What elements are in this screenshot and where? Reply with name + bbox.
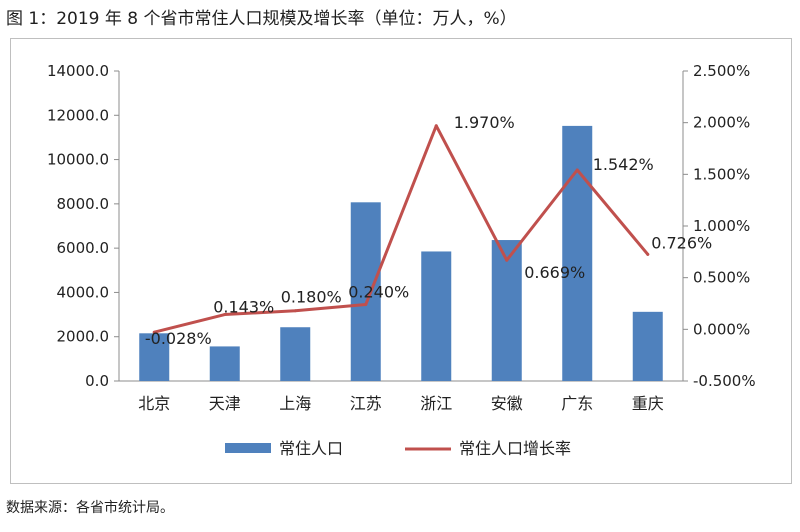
data-label: 0.240% [348, 283, 409, 302]
growth-rate-point-5 [434, 124, 438, 128]
data-label: 1.970% [454, 113, 515, 132]
category-label: 浙江 [420, 394, 452, 413]
right-axis-tick-label: -0.500% [693, 372, 756, 390]
left-axis-tick-label: 4000.0 [57, 283, 110, 301]
left-axis-tick-label: 2000.0 [57, 328, 110, 346]
bar-3 [280, 327, 311, 381]
figure-title: 图 1：2019 年 8 个省市常住人口规模及增长率（单位：万人，%） [6, 9, 517, 29]
right-axis-tick-label: 2.000% [693, 114, 750, 132]
growth-rate-point-1 [152, 330, 156, 334]
bar-8 [632, 311, 663, 381]
data-label: 1.542% [593, 155, 654, 174]
legend-line-label: 常住人口增长率 [459, 439, 571, 458]
left-axis-tick-label: 14000.0 [47, 62, 109, 80]
data-label: 0.143% [213, 298, 274, 317]
growth-rate-line [152, 124, 650, 334]
category-label: 广东 [561, 394, 593, 413]
bar-1 [139, 333, 170, 381]
left-axis-tick-label: 6000.0 [57, 239, 110, 257]
category-label: 天津 [209, 394, 241, 413]
category-label: 重庆 [632, 394, 664, 413]
legend-bar-swatch [225, 443, 271, 453]
growth-rate-point-2 [223, 313, 227, 317]
combo-chart: 0.0 2000.0 4000.0 6000.0 8000.0 10000.0 12000.… [47, 62, 756, 458]
left-axis-tick-label: 8000.0 [57, 195, 110, 213]
growth-rate-point-7 [575, 168, 579, 172]
bar-2 [209, 346, 240, 381]
right-axis-tick-label: 0.000% [693, 320, 750, 338]
right-axis-tick-label: 0.500% [693, 269, 750, 287]
bar-5 [421, 251, 452, 381]
bar-7 [562, 125, 593, 381]
bar-6 [491, 240, 522, 381]
data-label: 0.180% [281, 288, 342, 307]
chart-container: 0.0 2000.0 4000.0 6000.0 8000.0 10000.0 12000.… [10, 38, 792, 484]
source-note: 数据来源：各省市统计局。 [6, 500, 174, 516]
left-axis-tick-label: 12000.0 [47, 106, 109, 124]
legend-bar-label: 常住人口 [279, 439, 343, 458]
bar-4 [350, 202, 381, 381]
growth-rate-point-8 [646, 252, 650, 256]
growth-rate-point-6 [505, 258, 509, 262]
growth-rate-point-3 [293, 309, 297, 313]
right-axis-tick-label: 2.500% [693, 62, 750, 80]
category-label: 北京 [138, 394, 170, 413]
category-label: 上海 [279, 394, 311, 413]
data-label: -0.028% [145, 329, 212, 348]
left-axis-tick-label: 0.0 [85, 372, 109, 390]
category-label: 安徽 [491, 394, 523, 413]
left-axis-tick-label: 10000.0 [47, 151, 109, 169]
growth-rate-point-4 [364, 303, 368, 307]
right-axis-tick-label: 1.500% [693, 165, 750, 183]
data-label: 0.726% [651, 233, 712, 252]
category-label: 江苏 [350, 394, 382, 413]
data-label: 0.669% [524, 263, 585, 282]
right-axis-tick-label: 1.000% [693, 217, 750, 235]
